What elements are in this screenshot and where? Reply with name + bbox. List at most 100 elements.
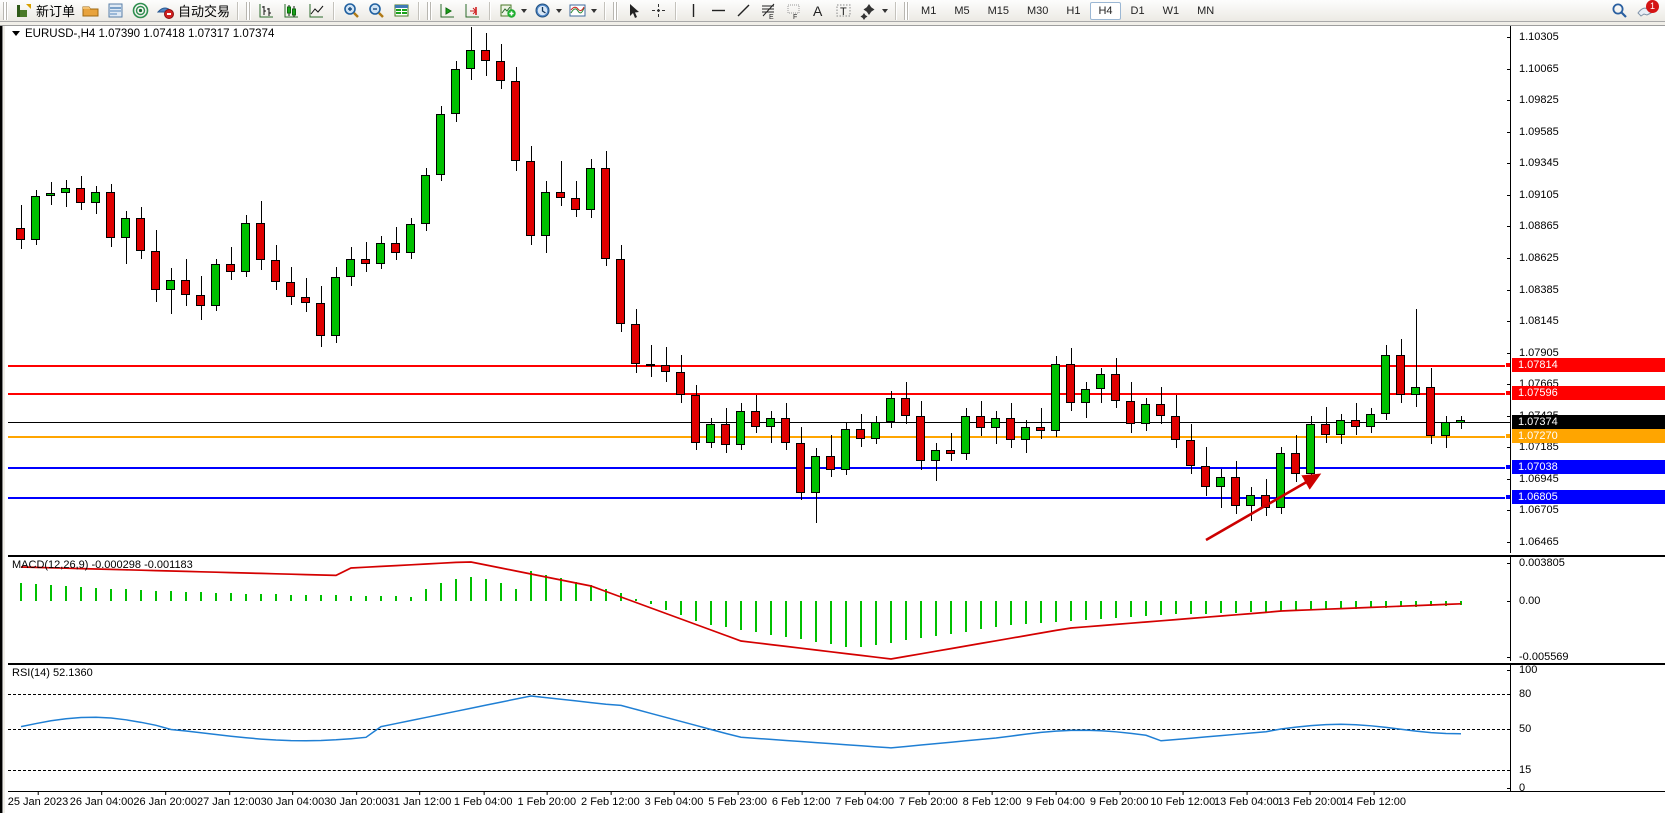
label-button[interactable]: T <box>831 1 856 21</box>
timeframe-mn[interactable]: MN <box>1197 4 1215 17</box>
macd-histogram-bar <box>1415 601 1417 607</box>
cursor-button[interactable] <box>621 1 646 21</box>
add-indicator-button[interactable] <box>495 1 530 21</box>
level-badge-support-1[interactable]: 1.07038 <box>1512 459 1665 474</box>
macd-panel[interactable]: MACD(12,26,9) -0.000298 -0.001183 0.0038… <box>8 555 1665 663</box>
timeframe-m15[interactable]: M15 <box>987 4 1009 17</box>
candle-wick <box>935 442 937 481</box>
templates-button[interactable] <box>565 1 600 21</box>
bar-chart-button[interactable] <box>254 1 279 21</box>
chevron-down-icon[interactable] <box>591 8 598 13</box>
toolbar-grip-3[interactable] <box>427 1 433 20</box>
chart-menu-caret-icon[interactable] <box>12 31 20 37</box>
candle-body <box>106 191 115 238</box>
timeframe-m5[interactable]: M5 <box>954 4 970 17</box>
level-handle[interactable] <box>1505 494 1510 501</box>
candle-body <box>1141 404 1150 425</box>
text-button[interactable]: A <box>806 1 831 21</box>
timeframe-h1[interactable]: H1 <box>1066 4 1081 17</box>
time-axis-label: 1 Feb 04:00 <box>453 791 513 808</box>
shapes-button[interactable] <box>856 1 891 21</box>
up-trend-arrow[interactable] <box>1198 458 1328 548</box>
macd-histogram-bar <box>305 594 307 601</box>
macd-scale[interactable]: 0.003805 0.00 -0.005569 <box>1506 557 1665 663</box>
grid-button[interactable] <box>389 1 414 21</box>
level-handle[interactable] <box>1505 361 1510 368</box>
alerts-button[interactable]: 1 <box>1632 0 1659 21</box>
macd-histogram-bar <box>1310 601 1312 610</box>
toolbar-grip-2[interactable] <box>246 1 252 20</box>
toolbar-grip-4[interactable] <box>613 1 619 20</box>
candlestick-chart-button[interactable] <box>279 1 304 21</box>
level-handle[interactable] <box>1505 390 1510 397</box>
channel-button[interactable]: F <box>781 1 806 21</box>
toolbar-grip[interactable] <box>3 1 8 20</box>
chevron-down-icon[interactable] <box>556 8 563 13</box>
period-button[interactable] <box>530 1 565 21</box>
level-badge-ask-price[interactable]: 1.07270 <box>1512 429 1665 444</box>
level-badge-current-price[interactable]: 1.07374 <box>1512 415 1665 430</box>
timeframe-d1[interactable]: D1 <box>1130 4 1145 17</box>
crosshair-button[interactable] <box>646 1 671 21</box>
new-order-button[interactable]: 新订单 <box>11 1 78 21</box>
price-panel[interactable]: EURUSD-,H4 1.07390 1.07418 1.07317 1.073… <box>8 26 1665 553</box>
signals-button[interactable] <box>128 1 153 21</box>
candlestick-chart-icon <box>282 1 301 20</box>
price-scale[interactable]: 1.10305 1.10065 1.09825 1.09585 1.09345 1.091… <box>1507 26 1665 553</box>
time-axis-label: 6 Feb 12:00 <box>771 791 831 808</box>
price-tick: 1.08145 <box>1507 315 1559 327</box>
folder-button[interactable] <box>78 1 103 21</box>
level-handle[interactable] <box>1505 433 1510 440</box>
data-window-icon <box>106 1 125 20</box>
rsi-panel[interactable]: RSI(14) 52.1360 100 80 50 15 0 <box>8 663 1665 794</box>
candle-body <box>346 258 355 277</box>
timeframe-m1[interactable]: M1 <box>921 4 937 17</box>
time-axis[interactable]: 25 Jan 2023 26 Jan 04:00 26 Jan 20:00 27 Ja… <box>8 791 1665 813</box>
rsi-scale[interactable]: 100 80 50 15 0 <box>1506 664 1665 794</box>
candle-wick <box>950 433 952 461</box>
time-axis-label: 7 Feb 20:00 <box>899 791 958 808</box>
price-tick: 1.09585 <box>1507 126 1559 138</box>
timeframe-w1[interactable]: W1 <box>1162 4 1180 17</box>
horizontal-line-button[interactable] <box>706 1 731 21</box>
chart-shift-button[interactable] <box>435 1 460 21</box>
chevron-down-icon[interactable] <box>521 8 528 13</box>
rsi-plot[interactable] <box>8 665 1510 793</box>
data-window-button[interactable] <box>103 1 128 21</box>
rsi-guide-line <box>8 770 1510 772</box>
chart-window[interactable]: EURUSD-,H4 1.07390 1.07418 1.07317 1.073… <box>0 26 1665 813</box>
fibonacci-button[interactable]: E <box>756 1 781 21</box>
search-button[interactable] <box>1607 1 1632 21</box>
auto-trading-button[interactable]: 自动交易 <box>153 1 233 21</box>
vertical-line-button[interactable] <box>681 1 706 21</box>
time-axis-label: 26 Jan 04:00 <box>69 791 134 808</box>
macd-histogram-bar <box>1325 601 1327 610</box>
zoom-in-button[interactable] <box>339 1 364 21</box>
macd-histogram-bar <box>1025 601 1027 624</box>
line-chart-button[interactable] <box>304 1 329 21</box>
candle-body <box>676 371 685 396</box>
timeframe-m30[interactable]: M30 <box>1027 4 1049 17</box>
level-badge-resistance-1[interactable]: 1.07814 <box>1512 357 1665 372</box>
timeframe-h4[interactable]: H4 <box>1090 1 1121 20</box>
macd-histogram-bar <box>1280 601 1282 611</box>
price-plot[interactable] <box>8 26 1510 553</box>
window-edge <box>2 26 6 813</box>
trendline-button[interactable] <box>731 1 756 21</box>
candle-body <box>421 174 430 225</box>
macd-histogram-bar <box>650 601 652 604</box>
chevron-down-icon[interactable] <box>882 8 889 13</box>
macd-histogram-bar <box>665 601 667 610</box>
level-handle[interactable] <box>1505 463 1510 470</box>
level-badge-support-2[interactable]: 1.06805 <box>1512 490 1665 505</box>
auto-scroll-button[interactable] <box>460 1 485 21</box>
macd-plot[interactable] <box>8 557 1510 663</box>
zoom-out-button[interactable] <box>364 1 389 21</box>
toolbar-grip-5[interactable] <box>904 1 910 20</box>
macd-histogram-bar <box>410 597 412 601</box>
level-badge-resistance-2[interactable]: 1.07596 <box>1512 386 1665 401</box>
folder-icon <box>81 1 100 20</box>
macd-histogram-bar <box>530 571 532 601</box>
candle-wick <box>365 241 367 272</box>
candle-body <box>811 455 820 493</box>
